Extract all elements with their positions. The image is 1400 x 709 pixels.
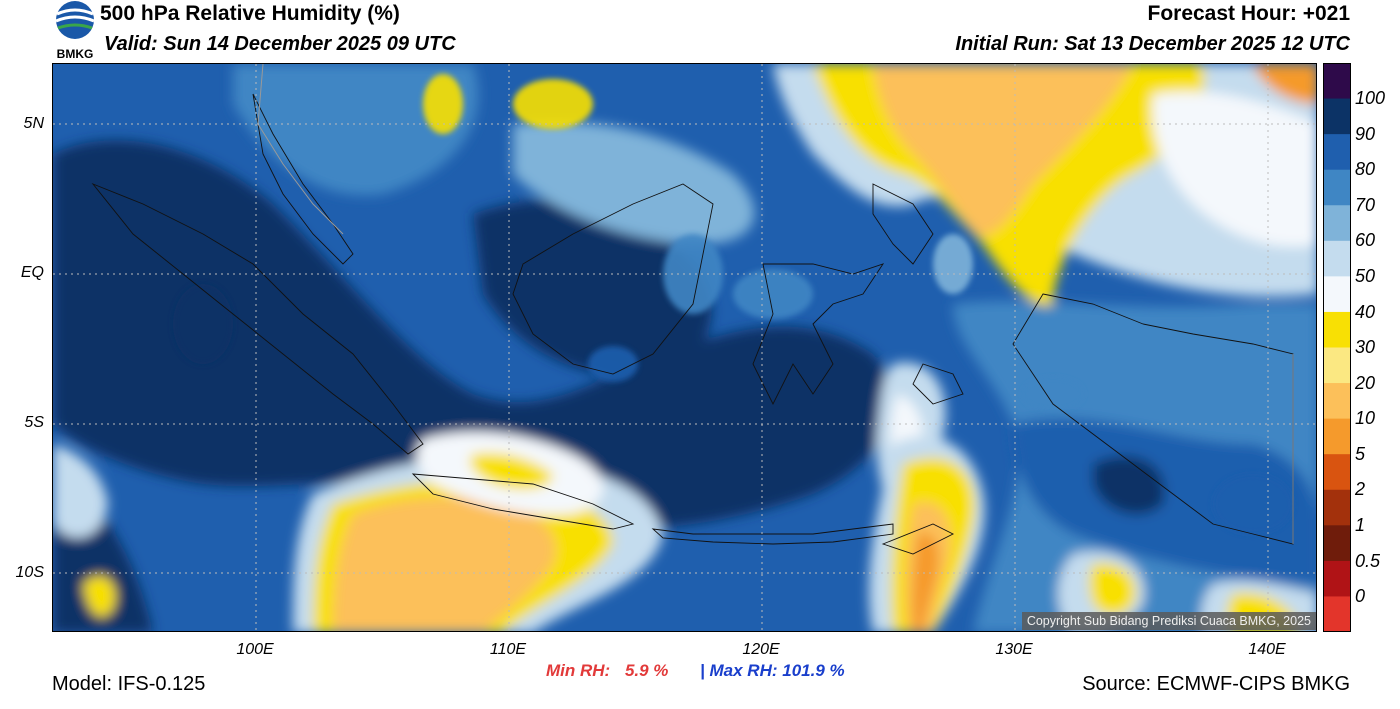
lat-label-10s: 10S bbox=[15, 564, 44, 581]
lat-label-5s: 5S bbox=[24, 414, 44, 431]
max-rh: | Max RH: 101.9 % bbox=[700, 661, 845, 681]
lon-label-100e: 100E bbox=[236, 641, 274, 658]
colorbar-label: 1 bbox=[1355, 515, 1366, 535]
colorbar-swatch bbox=[1323, 311, 1351, 348]
humidity-field bbox=[53, 64, 1316, 631]
colorbar-label: 0 bbox=[1355, 586, 1366, 606]
colorbar-swatch bbox=[1323, 347, 1351, 384]
colorbar-swatch bbox=[1323, 418, 1351, 455]
min-rh-value: 5.9 % bbox=[624, 661, 669, 680]
colorbar-label: 60 bbox=[1355, 230, 1376, 250]
colorbar-label: 30 bbox=[1355, 337, 1376, 357]
stats-separator: | bbox=[700, 661, 705, 680]
colorbar-swatch bbox=[1323, 454, 1351, 491]
lat-label-5n: 5N bbox=[23, 115, 44, 132]
source-label: Source: ECMWF-CIPS BMKG bbox=[1082, 673, 1350, 695]
valid-time: Valid: Sun 14 December 2025 09 UTC bbox=[104, 33, 456, 55]
colorbar-swatch bbox=[1323, 240, 1351, 277]
colorbar-swatch bbox=[1323, 134, 1351, 171]
colorbar-swatches bbox=[1323, 63, 1351, 633]
colorbar-swatch bbox=[1323, 560, 1351, 597]
colorbar-label: 50 bbox=[1355, 266, 1376, 286]
lon-label-130e: 130E bbox=[995, 641, 1033, 658]
chart-title: 500 hPa Relative Humidity (%) bbox=[100, 2, 400, 25]
max-rh-label: Max RH: bbox=[709, 661, 778, 680]
colorbar-label: 40 bbox=[1355, 302, 1376, 322]
colorbar-swatch bbox=[1323, 169, 1351, 206]
colorbar-label: 100 bbox=[1355, 88, 1386, 108]
logo-text: BMKG bbox=[57, 47, 94, 61]
colorbar-swatch bbox=[1323, 205, 1351, 242]
colorbar-label: 80 bbox=[1355, 159, 1376, 179]
colorbar-label: 20 bbox=[1355, 373, 1376, 393]
colorbar-swatch bbox=[1323, 98, 1351, 135]
min-rh: Min RH: 5.9 % bbox=[546, 661, 668, 681]
colorbar-label: 5 bbox=[1355, 444, 1366, 464]
graticule bbox=[53, 64, 1316, 631]
humidity-map bbox=[52, 63, 1317, 632]
colorbar-label: 70 bbox=[1355, 195, 1376, 215]
min-rh-label: Min RH: bbox=[546, 661, 611, 680]
lat-label-eq: EQ bbox=[20, 264, 44, 281]
model-label: Model: IFS-0.125 bbox=[52, 673, 206, 695]
bmkg-logo: BMKG bbox=[50, 0, 100, 62]
colorbar-label: 0.5 bbox=[1355, 551, 1381, 571]
colorbar-swatch bbox=[1323, 525, 1351, 562]
copyright-notice: Copyright Sub Bidang Prediksi Cuaca BMKG… bbox=[1021, 612, 1316, 630]
colorbar bbox=[1323, 63, 1351, 633]
lon-label-120e: 120E bbox=[742, 641, 780, 658]
lon-label-140e: 140E bbox=[1248, 641, 1286, 658]
colorbar-label: 2 bbox=[1355, 479, 1366, 499]
initial-run: Initial Run: Sat 13 December 2025 12 UTC bbox=[955, 33, 1350, 55]
colorbar-swatch bbox=[1323, 489, 1351, 526]
max-rh-value: 101.9 % bbox=[782, 661, 845, 680]
lon-label-110e: 110E bbox=[489, 641, 527, 658]
colorbar-swatch bbox=[1323, 596, 1351, 633]
forecast-hour: Forecast Hour: +021 bbox=[1147, 2, 1351, 25]
colorbar-swatch bbox=[1323, 276, 1351, 313]
colorbar-swatch bbox=[1323, 383, 1351, 420]
colorbar-label: 90 bbox=[1355, 124, 1376, 144]
colorbar-label: 10 bbox=[1355, 408, 1376, 428]
colorbar-swatch bbox=[1323, 63, 1351, 100]
coastlines bbox=[91, 93, 1294, 555]
